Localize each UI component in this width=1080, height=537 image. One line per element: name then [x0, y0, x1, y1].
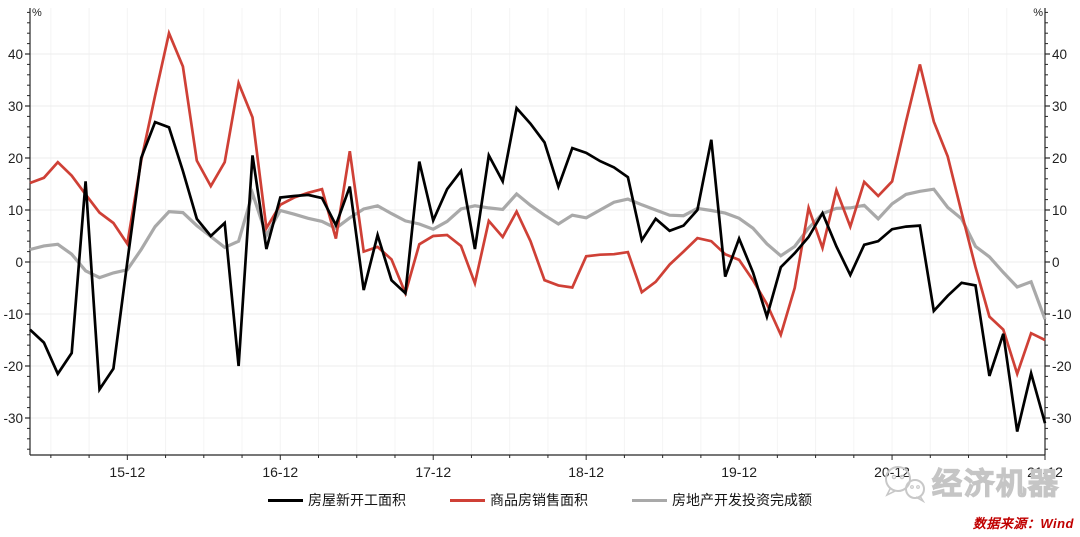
vertical-gridlines: [50, 8, 1046, 455]
series-line-sales-area: [29, 28, 1046, 379]
legend-item-investment: 房地产开发投资完成额: [632, 490, 812, 510]
horizontal-gridlines: [30, 53, 1045, 419]
y-axis-tick-label-right: 0: [1052, 255, 1060, 270]
x-axis-tick-label: 21-12: [1027, 464, 1063, 480]
y-axis-unit-label-left: %: [32, 7, 42, 19]
legend-label: 房屋新开工面积: [308, 492, 406, 508]
y-axis-tick-label-left: 30: [8, 99, 23, 114]
y-axis-tick-label-left: -10: [3, 307, 23, 322]
x-axis-tick-label: 15-12: [109, 464, 145, 480]
y-axis-tick-label-right: 40: [1052, 47, 1067, 62]
x-axis-tick-label: 17-12: [415, 464, 451, 480]
data-source-note: 数据来源：Wind: [972, 516, 1074, 531]
legend-line-swatch-gray: [632, 498, 667, 502]
y-axis-tick-label-left: -30: [3, 411, 23, 426]
y-axis-ticks: 40 40 30 30 20 20 10 10 0 0 -10 -10 -20 -20 -30 -30%%: [3, 7, 1072, 450]
legend-item-new-construction: 房屋新开工面积: [268, 490, 406, 510]
legend-line-swatch-red: [450, 498, 485, 502]
series-line-new-construction: [29, 105, 1047, 432]
legend-label: 商品房销售面积: [490, 492, 588, 508]
y-axis-tick-label-right: 20: [1052, 151, 1067, 166]
y-axis-tick-label-left: 20: [8, 151, 23, 166]
x-axis-tick-label: 16-12: [262, 464, 298, 480]
legend-label: 房地产开发投资完成额: [672, 492, 812, 508]
legend-line-swatch-black: [268, 498, 303, 502]
y-axis-tick-label-left: 40: [8, 47, 23, 62]
y-axis-tick-label-right: -10: [1052, 307, 1072, 322]
y-axis-tick-label-left: 10: [8, 203, 23, 218]
y-axis-tick-label-right: -30: [1052, 411, 1072, 426]
x-axis-ticks: 15-12 16-12 17-12 18-12 19-12 20-12 21-12: [50, 455, 1063, 480]
x-axis-tick-label: 19-12: [721, 464, 757, 480]
x-axis-tick-label: 18-12: [568, 464, 604, 480]
x-axis-tick-label: 20-12: [874, 464, 910, 480]
y-axis-unit-label-right: %: [1033, 7, 1043, 19]
y-axis-tick-label-right: 10: [1052, 203, 1067, 218]
series-line-investment: [29, 187, 1047, 320]
y-axis-tick-label-left: 0: [15, 255, 23, 270]
legend-item-sales-area: 商品房销售面积: [450, 490, 588, 510]
y-axis-tick-label-right: -20: [1052, 359, 1072, 374]
y-axis-tick-label-right: 30: [1052, 99, 1067, 114]
chart-legend: 房屋新开工面积 商品房销售面积 房地产开发投资完成额: [0, 490, 1080, 510]
axes: [29, 8, 1046, 456]
y-axis-tick-label-left: -20: [3, 359, 23, 374]
